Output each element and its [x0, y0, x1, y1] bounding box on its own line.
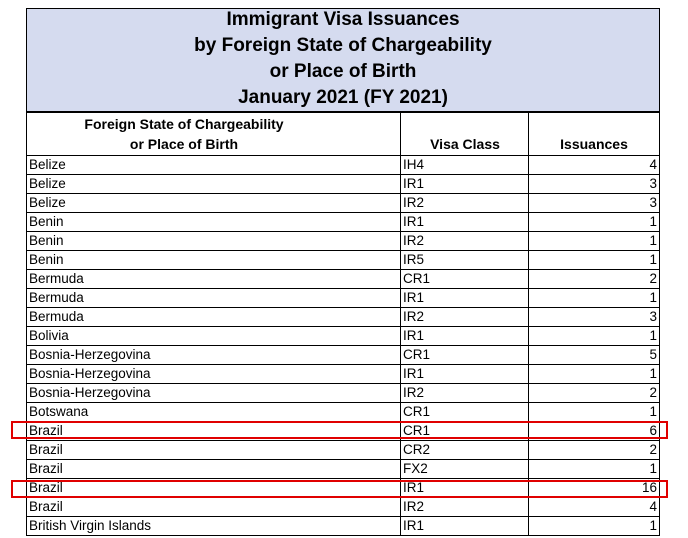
cell-visa-class: IR1	[400, 289, 528, 308]
highlight-box-brazil-ir1	[11, 480, 668, 498]
title-line-1: Immigrant Visa Issuances	[226, 9, 460, 30]
table-row: Bolivia IR1 1	[26, 327, 660, 346]
cell-country: Bermuda	[26, 308, 400, 327]
table-row: Brazil CR1 6	[26, 422, 660, 441]
cell-visa-class: IR5	[400, 251, 528, 270]
cell-visa-class: IR1	[400, 213, 528, 232]
cell-issuances: 5	[528, 346, 660, 365]
cell-visa-class: FX2	[400, 460, 528, 479]
cell-visa-class: CR1	[400, 403, 528, 422]
table-row: British Virgin Islands IR1 1	[26, 517, 660, 536]
cell-issuances: 3	[528, 175, 660, 194]
table-row: Brazil IR2 4	[26, 498, 660, 517]
table-row: Botswana CR1 1	[26, 403, 660, 422]
cell-country: British Virgin Islands	[26, 517, 400, 536]
cell-visa-class: CR1	[400, 422, 528, 441]
cell-issuances: 2	[528, 441, 660, 460]
title-line-3: or Place of Birth	[269, 61, 417, 82]
cell-issuances: 2	[528, 384, 660, 403]
cell-issuances: 3	[528, 194, 660, 213]
cell-country: Botswana	[26, 403, 400, 422]
header-country-line2: or Place of Birth	[129, 136, 239, 152]
table-row: Brazil CR2 2	[26, 441, 660, 460]
header-visa-class-label: Visa Class	[430, 136, 500, 152]
cell-issuances: 1	[528, 403, 660, 422]
cell-country: Brazil	[26, 460, 400, 479]
cell-visa-class: IR1	[400, 327, 528, 346]
table-row: Bosnia-Herzegovina IR1 1	[26, 365, 660, 384]
cell-visa-class: IR2	[400, 498, 528, 517]
header-country-line1: Foreign State of Chargeability	[84, 116, 284, 132]
cell-issuances: 1	[528, 327, 660, 346]
cell-issuances: 3	[528, 308, 660, 327]
header-issuances: Issuances	[528, 112, 660, 156]
table-title-box: Immigrant Visa Issuances by Foreign Stat…	[26, 8, 660, 112]
cell-visa-class: IR2	[400, 384, 528, 403]
table-row: Benin IR5 1	[26, 251, 660, 270]
cell-country: Brazil	[26, 441, 400, 460]
cell-country: Bosnia-Herzegovina	[26, 365, 400, 384]
table-row: Belize IH4 4	[26, 156, 660, 175]
cell-country: Bermuda	[26, 289, 400, 308]
cell-visa-class: IH4	[400, 156, 528, 175]
cell-country: Brazil	[26, 422, 400, 441]
table-row: Bosnia-Herzegovina CR1 5	[26, 346, 660, 365]
table-body: Belize IH4 4 Belize IR1 3 Belize IR2 3 Benin IR1 1 B…	[26, 156, 660, 536]
cell-issuances: 4	[528, 156, 660, 175]
cell-country: Bosnia-Herzegovina	[26, 346, 400, 365]
table-row: Brazil FX2 1	[26, 460, 660, 479]
cell-issuances: 4	[528, 498, 660, 517]
title-line-4: January 2021 (FY 2021)	[238, 87, 448, 108]
cell-issuances: 1	[528, 213, 660, 232]
cell-issuances: 1	[528, 289, 660, 308]
cell-country: Bosnia-Herzegovina	[26, 384, 400, 403]
cell-issuances: 1	[528, 232, 660, 251]
cell-visa-class: IR2	[400, 308, 528, 327]
cell-country: Brazil	[26, 498, 400, 517]
header-visa-class: Visa Class	[400, 112, 529, 156]
cell-issuances: 1	[528, 460, 660, 479]
cell-visa-class: IR2	[400, 232, 528, 251]
table-row: Bermuda CR1 2	[26, 270, 660, 289]
table-row: Belize IR1 3	[26, 175, 660, 194]
cell-issuances: 6	[528, 422, 660, 441]
cell-issuances: 1	[528, 517, 660, 536]
cell-visa-class: IR1	[400, 365, 528, 384]
cell-issuances: 2	[528, 270, 660, 289]
cell-country: Benin	[26, 232, 400, 251]
cell-country: Belize	[26, 156, 400, 175]
table-row: Bermuda IR1 1	[26, 289, 660, 308]
cell-visa-class: CR1	[400, 346, 528, 365]
cell-country: Belize	[26, 175, 400, 194]
table-row: Bermuda IR2 3	[26, 308, 660, 327]
table-row: Benin IR1 1	[26, 213, 660, 232]
cell-country: Belize	[26, 194, 400, 213]
table-row: Belize IR2 3	[26, 194, 660, 213]
cell-visa-class: CR1	[400, 270, 528, 289]
cell-country: Bolivia	[26, 327, 400, 346]
title-line-2: by Foreign State of Chargeability	[194, 35, 492, 56]
cell-country: Bermuda	[26, 270, 400, 289]
cell-country: Benin	[26, 213, 400, 232]
header-issuances-label: Issuances	[560, 136, 628, 152]
cell-visa-class: IR1	[400, 175, 528, 194]
cell-visa-class: IR2	[400, 194, 528, 213]
highlight-box-brazil-cr1	[11, 421, 668, 439]
header-country: Foreign State of Chargeability or Place …	[26, 112, 401, 156]
cell-issuances: 1	[528, 365, 660, 384]
cell-issuances: 1	[528, 251, 660, 270]
table-row: Benin IR2 1	[26, 232, 660, 251]
cell-visa-class: IR1	[400, 517, 528, 536]
cell-visa-class: CR2	[400, 441, 528, 460]
table-row: Bosnia-Herzegovina IR2 2	[26, 384, 660, 403]
cell-country: Benin	[26, 251, 400, 270]
